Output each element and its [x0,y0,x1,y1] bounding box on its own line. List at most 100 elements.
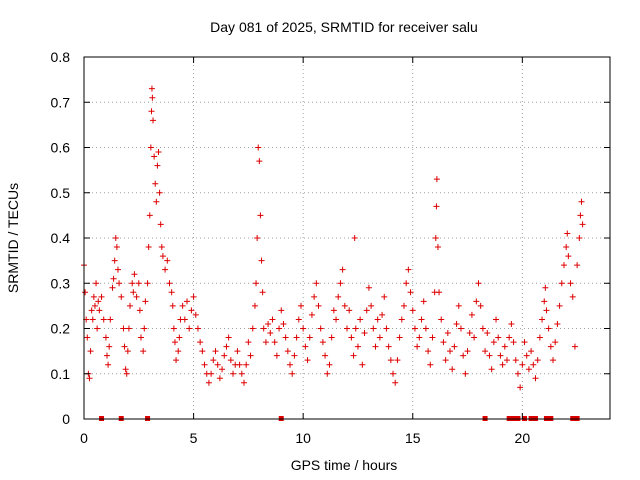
data-point [106,343,113,350]
data-point [550,357,557,364]
data-point [105,361,112,368]
data-point [554,320,561,327]
data-point [260,325,267,332]
data-point [93,280,100,287]
data-point [543,307,550,314]
data-point [484,330,491,337]
data-point [257,212,264,219]
data-point [394,357,401,364]
data-point [259,289,266,296]
data-point [308,311,315,318]
data-point [449,366,456,373]
data-point [273,352,280,359]
data-point [541,298,548,305]
data-point [534,357,541,364]
data-point [201,361,208,368]
data-point [304,357,311,364]
data-point [219,366,226,373]
data-point [414,343,421,350]
data-point [563,244,570,251]
data-point [258,257,265,264]
data-point [490,339,497,346]
data-point [208,370,215,377]
data-point [300,325,307,332]
data-point [121,343,128,350]
data-point [245,339,252,346]
data-point [425,348,432,355]
data-point [293,334,300,341]
data-point [528,348,535,355]
data-point [512,357,519,364]
data-point [530,361,537,368]
data-point [390,370,397,377]
data-point [315,302,322,309]
y-axis-label: SRMTID / TECUs [5,183,21,293]
data-point [418,316,425,323]
data-point [427,361,434,368]
data-point [352,325,359,332]
data-point [495,334,502,341]
data-point [440,339,447,346]
data-point [400,302,407,309]
data-point [175,348,182,355]
data-point [284,348,291,355]
data-point [432,235,439,241]
data-point [199,348,206,355]
data-point [508,320,515,327]
data-point [113,244,120,251]
x-axis-label: GPS time / hours [291,457,398,473]
data-point [137,334,144,341]
data-point [271,339,278,346]
data-point [238,370,245,377]
data-point [295,316,302,323]
data-point [521,339,528,346]
data-point [302,343,309,350]
data-point [280,320,287,327]
data-point [576,235,583,241]
y-tick-label: 0.2 [51,321,71,337]
data-point [519,361,526,368]
data-point [234,348,241,355]
data-point [173,357,180,364]
data-point [311,293,318,300]
data-point [100,316,107,323]
data-point [335,293,342,300]
data-point [328,334,335,341]
data-point [151,153,158,160]
data-point [365,284,372,291]
data-point [188,307,195,314]
data-point [107,316,114,323]
data-point [223,343,230,350]
data-point [560,262,567,269]
data-point [407,289,414,296]
data-point [319,339,326,346]
data-point [181,316,188,323]
data-point [148,108,155,115]
data-point [127,302,134,309]
data-point [216,375,223,382]
data-point [556,302,563,309]
data-point [462,370,469,377]
data-point [313,280,320,287]
data-point [243,361,250,368]
data-point [98,293,105,300]
data-point [131,271,138,278]
data-point [370,325,377,332]
data-point [112,235,119,241]
data-point [227,357,234,364]
data-point [475,280,482,287]
x-tick-label: 15 [405,430,421,446]
data-point [262,339,269,346]
data-point [444,330,451,337]
data-point [136,307,143,314]
data-point [297,302,304,309]
data-point [466,330,473,337]
data-point [155,149,162,156]
data-point [96,307,103,314]
data-point [473,298,480,305]
data-point [497,352,504,359]
data-point [567,280,574,287]
data-point [159,253,166,260]
y-tick-label: 0.4 [51,230,71,246]
